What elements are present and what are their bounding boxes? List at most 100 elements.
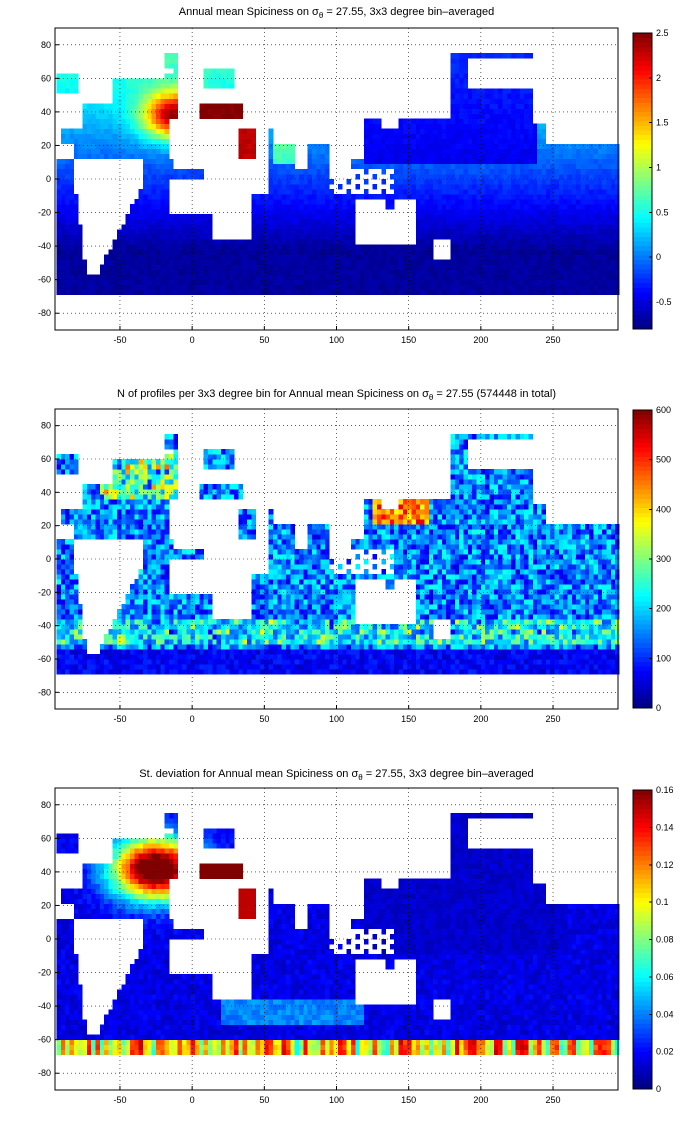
data-cell [389, 284, 395, 291]
data-cell [333, 659, 339, 665]
data-cell [134, 234, 140, 240]
y-tick-label: -40 [38, 241, 51, 251]
data-cell [255, 264, 261, 270]
data-cell [324, 659, 330, 665]
data-cell [580, 143, 586, 150]
data-cell [69, 194, 75, 200]
data-cell [589, 289, 594, 296]
data-cell [489, 204, 495, 210]
data-cell [78, 664, 83, 670]
data-cell [134, 108, 140, 114]
data-cell [272, 639, 278, 645]
data-cell [441, 138, 447, 145]
data-cell [337, 244, 343, 250]
data-cell [476, 634, 482, 640]
data-cell [368, 194, 373, 200]
data-cell [463, 179, 469, 185]
data-cell [597, 209, 603, 215]
data-cell [428, 269, 434, 275]
data-cell [519, 184, 525, 190]
data-cell [199, 254, 204, 260]
data-cell [121, 629, 127, 635]
data-cell [108, 148, 114, 155]
data-cell [311, 199, 317, 205]
data-cell [398, 669, 404, 675]
data-cell [307, 214, 313, 220]
data-cell [182, 239, 187, 245]
data-cell [259, 664, 265, 670]
data-cell [143, 158, 148, 165]
data-cell [424, 639, 430, 645]
data-cell [186, 249, 191, 255]
data-cell [615, 234, 620, 240]
data-cell [563, 264, 568, 270]
data-cell [459, 214, 464, 220]
data-cell [329, 244, 334, 250]
data-cell [147, 254, 153, 260]
data-cell [506, 113, 512, 119]
data-cell [225, 269, 230, 275]
colorbar-swatch [633, 171, 652, 177]
data-cell [415, 199, 421, 205]
data-cell [125, 123, 131, 129]
data-cell [268, 664, 274, 670]
data-cell [173, 259, 178, 265]
data-cell [394, 654, 399, 660]
data-cell [130, 78, 135, 84]
data-cell [467, 184, 473, 190]
data-cell [567, 664, 573, 670]
data-cell [359, 274, 365, 280]
data-cell [186, 649, 191, 655]
data-cell [498, 654, 503, 660]
data-cell [424, 163, 430, 170]
data-cell [433, 118, 438, 124]
data-cell [550, 158, 555, 165]
data-cell [199, 289, 204, 296]
data-cell [329, 209, 334, 215]
data-cell [424, 634, 430, 640]
data-cell [104, 108, 109, 114]
data-cell [272, 259, 278, 265]
data-cell [121, 649, 127, 655]
data-cell [104, 664, 109, 670]
data-cell [515, 123, 521, 129]
data-cell [472, 53, 477, 59]
data-cell [73, 289, 79, 296]
data-cell [73, 204, 79, 210]
data-cell [316, 244, 321, 250]
data-cell [285, 189, 291, 195]
data-cell [195, 664, 200, 670]
data-cell [506, 264, 512, 270]
data-cell [251, 148, 256, 155]
data-cell [307, 189, 313, 195]
data-cell [156, 118, 161, 124]
data-cell [402, 158, 408, 165]
data-cell [545, 163, 551, 170]
data-cell [376, 153, 382, 160]
data-cell [60, 279, 66, 285]
data-cell [82, 123, 88, 129]
data-cell [117, 98, 122, 104]
data-cell [125, 274, 131, 280]
colorbar-swatch [633, 218, 652, 224]
data-cell [502, 123, 508, 129]
data-cell [615, 209, 620, 215]
data-cell [143, 264, 148, 270]
data-cell [524, 143, 529, 150]
data-cell [437, 669, 443, 675]
data-cell [472, 163, 477, 170]
data-cell [420, 239, 425, 245]
data-cell [169, 254, 174, 260]
data-cell [597, 669, 603, 675]
data-cell [156, 649, 161, 655]
data-cell [290, 254, 295, 260]
data-cell [186, 274, 191, 280]
data-cell [459, 249, 464, 255]
data-cell [285, 153, 291, 160]
data-cell [277, 148, 282, 155]
data-cell [307, 254, 313, 260]
data-cell [160, 629, 166, 635]
data-cell [584, 269, 590, 275]
data-cell [615, 143, 620, 150]
panel-1: -50 0 50 100 150 200 250-80-60-40-20020406080-… [38, 27, 672, 345]
